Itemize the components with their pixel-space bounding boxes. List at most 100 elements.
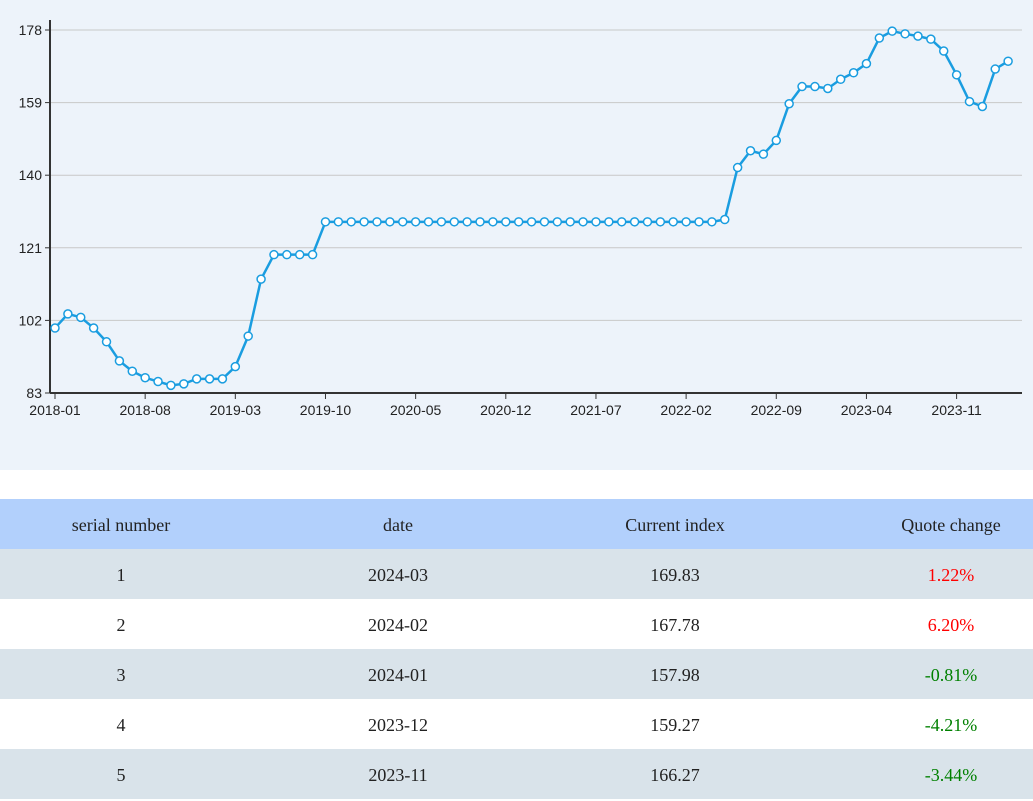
data-point	[990, 64, 1000, 74]
data-point	[346, 217, 356, 227]
x-tick-label: 2023-04	[841, 402, 893, 418]
table-row: 1 2024-03 169.83 1.22%	[0, 549, 1033, 599]
data-point	[63, 309, 73, 319]
data-point	[423, 217, 434, 227]
data-point	[513, 217, 524, 227]
cell-date: 2023-12	[368, 715, 428, 735]
table-row: 5 2023-11 166.27 -3.44%	[0, 749, 1033, 799]
data-point	[887, 26, 897, 36]
data-point	[333, 217, 344, 227]
data-point	[591, 217, 601, 227]
x-tick-label: 2020-12	[480, 402, 532, 418]
data-point	[282, 249, 292, 260]
data-point	[475, 217, 485, 227]
data-point	[732, 162, 743, 173]
data-point	[629, 217, 640, 227]
data-point	[191, 374, 202, 384]
data-point	[217, 374, 228, 384]
data-point	[784, 98, 794, 109]
data-point	[565, 217, 575, 227]
data-point	[294, 249, 305, 260]
data-point	[578, 217, 588, 227]
y-tick-label: 83	[26, 385, 42, 401]
data-point	[642, 217, 653, 227]
data-point	[76, 312, 86, 323]
data-point	[449, 217, 460, 227]
data-point	[900, 29, 910, 39]
cell-serial: 3	[116, 665, 126, 685]
y-tick-label: 140	[19, 167, 43, 183]
data-point	[204, 374, 215, 384]
data-point	[951, 70, 962, 80]
data-point	[179, 379, 189, 389]
data-point	[526, 217, 537, 227]
x-tick-label: 2022-09	[751, 402, 803, 418]
data-point	[616, 217, 627, 227]
data-point	[874, 33, 885, 43]
x-tick-label: 2019-10	[300, 402, 352, 418]
data-point	[230, 361, 241, 372]
line-chart: 83 102 121 140 159 178 2018-01 2018-08 2019-03 20…	[19, 20, 1022, 418]
table-row: 2 2024-02 167.78 6.20%	[0, 599, 1033, 649]
data-point	[964, 96, 975, 107]
cell-change: 1.22%	[927, 565, 975, 585]
data-point	[823, 83, 833, 94]
header-serial: serial number	[71, 515, 171, 535]
data-point	[694, 217, 704, 227]
cell-index: 166.27	[650, 765, 700, 785]
data-point	[977, 101, 988, 112]
table-row: 4 2023-12 159.27 -4.21%	[0, 699, 1033, 749]
data-point	[720, 214, 730, 225]
cell-index: 159.27	[650, 715, 700, 735]
data-point	[359, 217, 369, 227]
data-point	[604, 217, 614, 227]
table-row: 3 2024-01 157.98 -0.81%	[0, 649, 1033, 699]
y-tick-label: 121	[19, 240, 43, 256]
data-point	[913, 31, 923, 41]
x-tick-label: 2018-08	[119, 402, 171, 418]
data-point	[462, 217, 472, 227]
cell-serial: 5	[116, 765, 126, 785]
data-point	[681, 217, 691, 227]
data-point	[127, 366, 138, 376]
cell-change: -3.44%	[924, 765, 978, 785]
data-point	[320, 217, 331, 227]
x-tick-label: 2018-01	[29, 402, 81, 418]
data-point	[488, 217, 498, 227]
x-tick-label: 2021-07	[570, 402, 622, 418]
header-index: Current index	[625, 515, 725, 535]
data-point	[758, 149, 769, 159]
data-point	[243, 331, 253, 341]
data-point	[797, 81, 807, 92]
data-point	[114, 356, 125, 366]
data-point	[668, 217, 678, 227]
cell-index: 169.83	[650, 565, 700, 585]
table-header: serial number date Current index Quote c…	[0, 499, 1033, 549]
cell-serial: 2	[116, 615, 126, 635]
data-point	[539, 217, 550, 227]
data-point	[926, 34, 936, 44]
cell-index: 167.78	[650, 615, 700, 635]
series-line	[54, 29, 1009, 387]
data-point	[501, 217, 511, 227]
cell-change: -0.81%	[924, 665, 978, 685]
x-tick-label: 2019-03	[210, 402, 262, 418]
data-point	[269, 249, 279, 260]
x-tick-label: 2020-05	[390, 402, 442, 418]
data-point	[50, 323, 60, 333]
data-point	[552, 217, 563, 227]
data-point	[398, 217, 408, 227]
data-point	[745, 145, 756, 156]
header-change: Quote change	[901, 515, 1001, 535]
x-tick-label: 2023-11	[931, 402, 982, 418]
data-point	[848, 68, 859, 78]
data-point	[385, 217, 395, 227]
y-tick-label: 178	[19, 22, 43, 38]
data-point	[372, 217, 382, 227]
data-point	[410, 217, 421, 227]
data-point	[153, 376, 163, 387]
data-point	[655, 217, 666, 227]
data-point	[1003, 56, 1013, 66]
data-point	[938, 46, 949, 56]
cell-date: 2024-03	[368, 565, 428, 585]
